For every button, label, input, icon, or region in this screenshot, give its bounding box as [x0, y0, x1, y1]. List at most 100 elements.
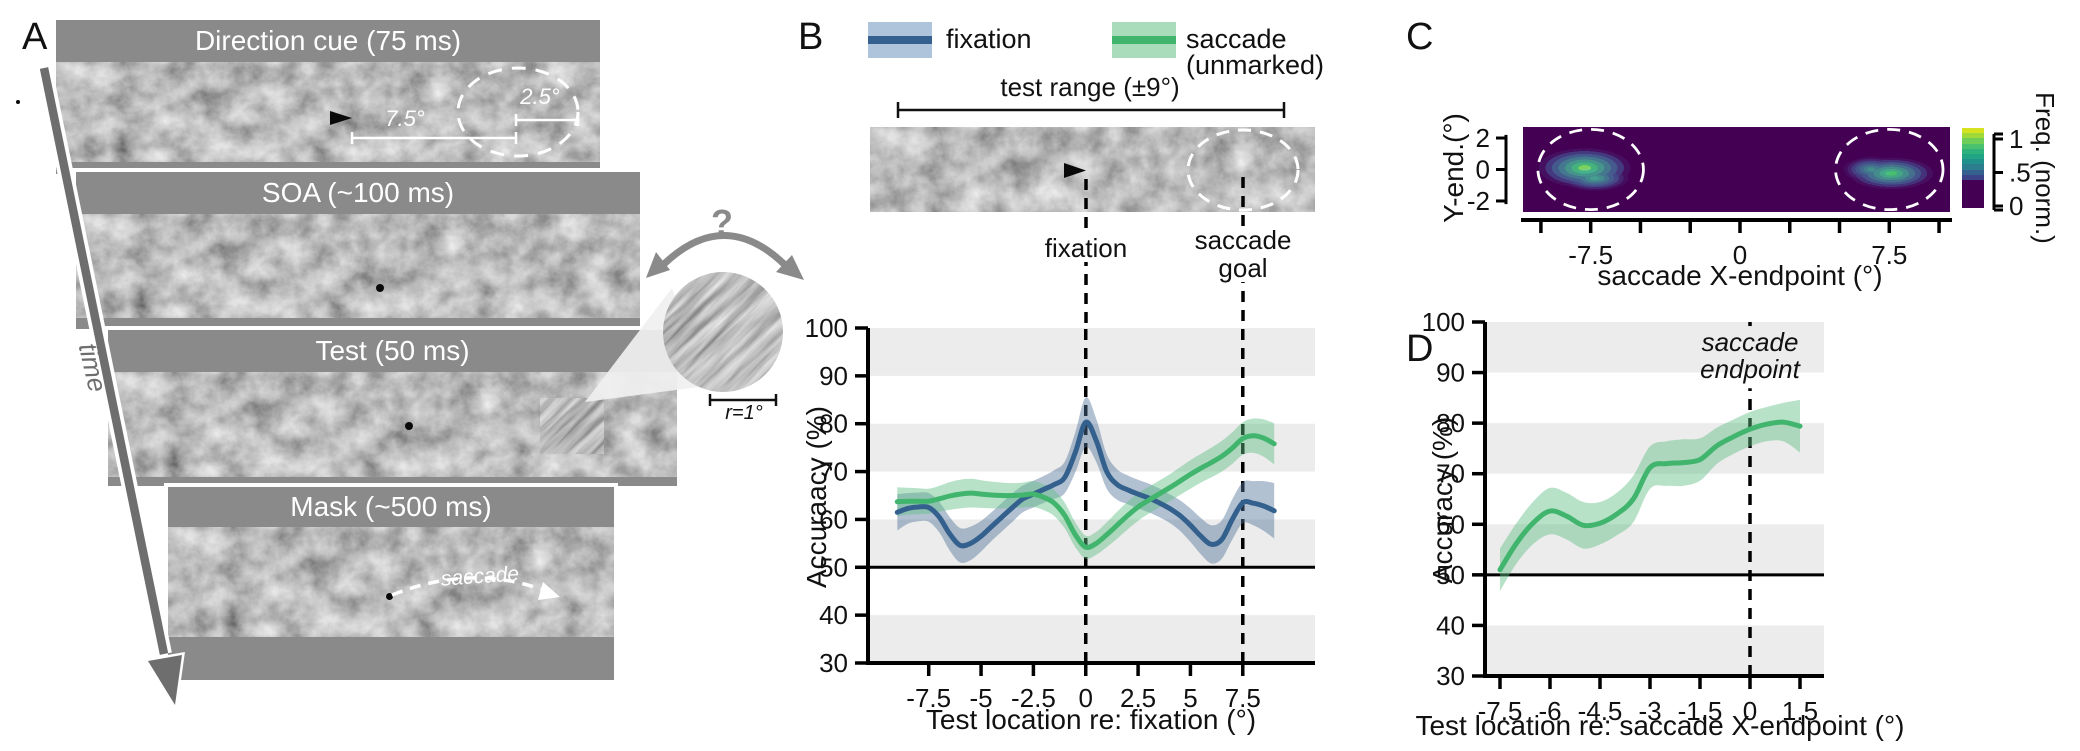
svg-text:90: 90	[1436, 358, 1465, 388]
inset-texture-circle	[663, 272, 783, 392]
panel-b-label: B	[798, 16, 824, 58]
colorbar-segment	[1962, 159, 1984, 165]
svg-text:70: 70	[1436, 459, 1465, 489]
endpoint-line1: saccade	[1701, 327, 1799, 357]
inset-scale-bar	[708, 394, 778, 406]
endpoint-line2: endpoint	[1700, 354, 1800, 384]
panel-c-xlabel: saccade X-endpoint (°)	[1597, 260, 1883, 291]
svg-text:-7.5: -7.5	[1478, 696, 1523, 726]
legend-swatch-saccade	[1112, 22, 1176, 58]
svg-text:40: 40	[819, 600, 848, 630]
saccade-goal-dashed-circle	[1186, 128, 1300, 212]
svg-text:2: 2	[1476, 123, 1490, 153]
colorbar-segment	[1962, 153, 1984, 160]
svg-text:60: 60	[1436, 509, 1465, 539]
svg-text:-6: -6	[1538, 696, 1561, 726]
svg-text:-3: -3	[1638, 696, 1661, 726]
saccade-arrow-icon	[391, 576, 560, 600]
cue-location-dashed-circle	[456, 66, 580, 158]
panel-a-label: A	[22, 16, 48, 58]
test-range-label: test range (±9°)	[1000, 72, 1180, 102]
svg-text:0: 0	[2009, 191, 2023, 221]
panel-c-ylabel: Y-end.(°)	[1438, 113, 1469, 223]
legend-label-saccade-line1: saccade	[1186, 24, 1287, 54]
colorbar-segment	[1962, 169, 1984, 175]
colorbar-segment	[1962, 133, 1984, 139]
legend-line-saccade	[1112, 36, 1176, 44]
svg-text:-2.5: -2.5	[1011, 683, 1056, 713]
rotation-arrow-icon	[646, 232, 804, 280]
saccade-goal-line2: goal	[1218, 253, 1268, 283]
svg-text:-7.5: -7.5	[1568, 240, 1613, 270]
test-range-bracket	[896, 102, 1286, 118]
cue-size-measure-bar	[514, 114, 580, 126]
panel-b-xlabel: Test location re: fixation (°)	[925, 704, 1257, 735]
svg-text:60: 60	[819, 504, 848, 534]
colorbar-label: Freq. (norm.)	[2030, 92, 2060, 244]
frame-test: Test (50 ms)	[108, 330, 677, 486]
stray-dot	[16, 100, 20, 104]
distance-measure-bar	[350, 132, 518, 144]
fixation-vline-label: fixation	[1021, 234, 1151, 262]
panel-b-ylabel: Accuraacy (%)	[801, 405, 832, 589]
saccade-goal-line1: saccade	[1194, 225, 1292, 255]
colorbar-axis: 1.50	[1992, 124, 2031, 221]
colorbar-segment	[1962, 148, 1984, 154]
svg-text:7.5: 7.5	[1225, 683, 1261, 713]
frame-direction-cue-title: Direction cue (75 ms)	[194, 25, 462, 56]
svg-text:90: 90	[819, 361, 848, 391]
direction-cue-noise	[56, 62, 600, 162]
legend-label-saccade-line2: (unmarked)	[1186, 50, 1325, 80]
panel-c-label: C	[1406, 16, 1434, 58]
fixation-arrowhead-icon	[330, 111, 352, 125]
svg-text:70: 70	[819, 457, 848, 487]
colorbar-segment	[1962, 143, 1984, 149]
frame-direction-cue: Direction cue (75 ms)	[56, 20, 600, 174]
panel-d-ylabel: Accuracy (%)	[1427, 416, 1458, 584]
frame-mask-title: Mask (~500 ms)	[290, 491, 492, 522]
cue-size-label: 2.5°	[520, 84, 560, 109]
svg-text:30: 30	[1436, 661, 1465, 691]
mask-fixation-dot	[386, 593, 393, 600]
legend-line-fixation	[868, 36, 932, 44]
svg-text:-4.5: -4.5	[1578, 696, 1623, 726]
strip-overlay	[1064, 128, 1300, 328]
soa-fixation-dot	[376, 284, 384, 292]
legend-swatch-fixation	[868, 22, 932, 58]
svg-text:-1.5: -1.5	[1678, 696, 1723, 726]
soa-noise	[76, 214, 640, 318]
svg-text:1: 1	[2009, 124, 2023, 154]
test-fixation-dot	[405, 422, 413, 430]
saccade-goal-vline-label: saccade goal	[1180, 226, 1306, 282]
svg-text:0: 0	[1079, 683, 1093, 713]
svg-text:100: 100	[1422, 312, 1465, 337]
mask-noise	[168, 527, 614, 637]
test-range-noise-strip	[870, 127, 1315, 212]
colorbar-segment	[1962, 128, 1984, 134]
colorbar-segment	[1962, 179, 1984, 208]
svg-text:80: 80	[1436, 408, 1465, 438]
svg-text:.5: .5	[2009, 158, 2031, 188]
panel-d-chart: 30 40 50 60 70 80 90 100 -7.5 -6 -4.5 -3 -1.5 0 1.5	[1422, 312, 1824, 726]
colorbar-segment	[1962, 164, 1984, 170]
colorbar-segment	[1962, 174, 1984, 180]
strip-fixation-arrowhead-icon	[1064, 163, 1086, 178]
frame-soa: SOA (~100 ms)	[76, 172, 640, 329]
svg-text:7.5: 7.5	[1871, 240, 1907, 270]
svg-text:-7.5: -7.5	[906, 683, 951, 713]
svg-text:-5: -5	[969, 683, 992, 713]
colorbar-segment	[1962, 138, 1984, 144]
panel-d-label: D	[1406, 328, 1434, 370]
svg-text:0: 0	[1476, 155, 1490, 185]
svg-text:5: 5	[1183, 683, 1197, 713]
legend-label-fixation: fixation	[946, 24, 1032, 54]
svg-text:30: 30	[819, 648, 848, 678]
colorbar	[1962, 128, 1984, 208]
panel-d-xlabel: Test location re: saccade X-endpoint (°)	[1415, 710, 1905, 741]
frame-soa-title: SOA (~100 ms)	[261, 177, 455, 208]
direction-cue-annotations	[330, 66, 580, 158]
distance-label: 7.5°	[385, 106, 425, 131]
time-arrow-icon	[36, 66, 185, 713]
test-patch-texture	[540, 398, 604, 454]
